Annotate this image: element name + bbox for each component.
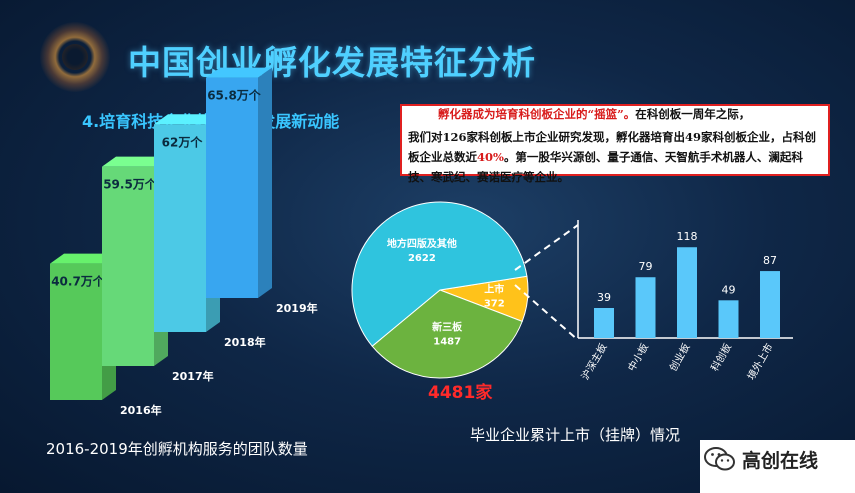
pie-slice-label: 上市 [484,283,504,296]
column-year-label: 2018年 [224,335,266,349]
column-value-label: 40.7万个 [51,274,106,289]
wechat-icon [704,447,735,471]
bar-value-label: 87 [763,254,777,267]
column-3d: 65.8万个 2019年 [206,67,318,315]
pie-slice-label: 新三板 [432,320,463,333]
bar [594,308,614,338]
column-top [206,67,272,78]
bar-value-label: 79 [639,260,653,273]
pie-slice [351,201,528,347]
callout-body-b: 。第一股华兴源创、量子通信、天智航手术机器人、澜起科技、寒武纪、赛诺医疗等企业。 [408,150,803,184]
column-year-label: 2016年 [120,403,162,417]
callout-black-text: 在科创板一周年之际， [635,107,751,121]
column-year-label: 2017年 [172,369,214,383]
column-front [102,166,154,366]
column-top [50,253,116,264]
column-value-label: 65.8万个 [207,88,262,103]
bar [760,271,780,338]
column-front [50,263,102,400]
listing-pie-chart: 上市 372 新三板 1487 地方四版及其他 2622 [351,201,529,379]
page-title: 中国创业孵化发展特征分析 [128,43,536,82]
column-year-label: 2019年 [276,301,318,315]
bar [718,300,739,338]
bar [677,247,697,338]
pie-slice-value: 2622 [408,253,436,264]
bar-value-label: 49 [722,283,736,296]
bar [635,277,656,338]
column-side [258,67,272,298]
connector-line-top [514,224,579,271]
callout-body: 我们对126家科创板上市企业研究发现，孵化器培育出49家科创板企业，占科创板企业… [408,127,822,187]
listing-bar-chart: 39 沪深主板 79 中小板 118 创业板 49 科创板 87 境外上市 [514,220,793,382]
bar-category-label: 沪深主板 [578,341,609,382]
bar-category-label: 境外上市 [744,341,775,382]
team-count-3d-chart: 40.7万个 2016年 59.5万个 2017年 62万个 2018年 65.8万个 201… [50,67,318,417]
pie-total-label: 4481家 [428,383,493,403]
pie-slice-value: 1487 [433,336,461,347]
column-front [154,124,206,332]
callout-red-text: 孵化器成为培育科创板企业的“摇篮”。 [438,107,636,121]
column-value-label: 62万个 [162,134,204,149]
column-value-label: 59.5万个 [103,177,158,192]
pie-slice [371,289,523,379]
callout-line1: 孵化器成为培育科创板企业的“摇篮”。在科创板一周年之际， [438,104,838,124]
chart-caption-left: 2016-2019年创孵机构服务的团队数量 [46,440,308,458]
pie-slice-value: 372 [484,299,505,310]
column-top [154,114,220,125]
bar-value-label: 118 [677,230,698,243]
callout-body-a: 我们对126家科创板上市企业研究发现，孵化器培育出49家科创板企业，占科创板企业… [408,130,817,164]
bar-value-label: 39 [597,291,611,304]
sun-core-decoration [62,44,88,70]
bar-category-label: 中小板 [625,341,651,373]
callout-percent: 40% [477,150,504,164]
brand-name: 高创在线 [742,450,819,472]
highlight-callout: 孵化器成为培育科创板企业的“摇篮”。在科创板一周年之际， 我们对126家科创板上… [400,104,830,184]
chart-caption-right: 毕业企业累计上市（挂牌）情况 [470,426,681,444]
connector-line-bottom [514,284,579,341]
bar-category-label: 创业板 [666,341,692,373]
bar-category-label: 科创板 [708,341,734,373]
pie-slice-label: 地方四版及其他 [387,237,457,250]
column-front [206,77,258,298]
column-top [102,156,168,167]
